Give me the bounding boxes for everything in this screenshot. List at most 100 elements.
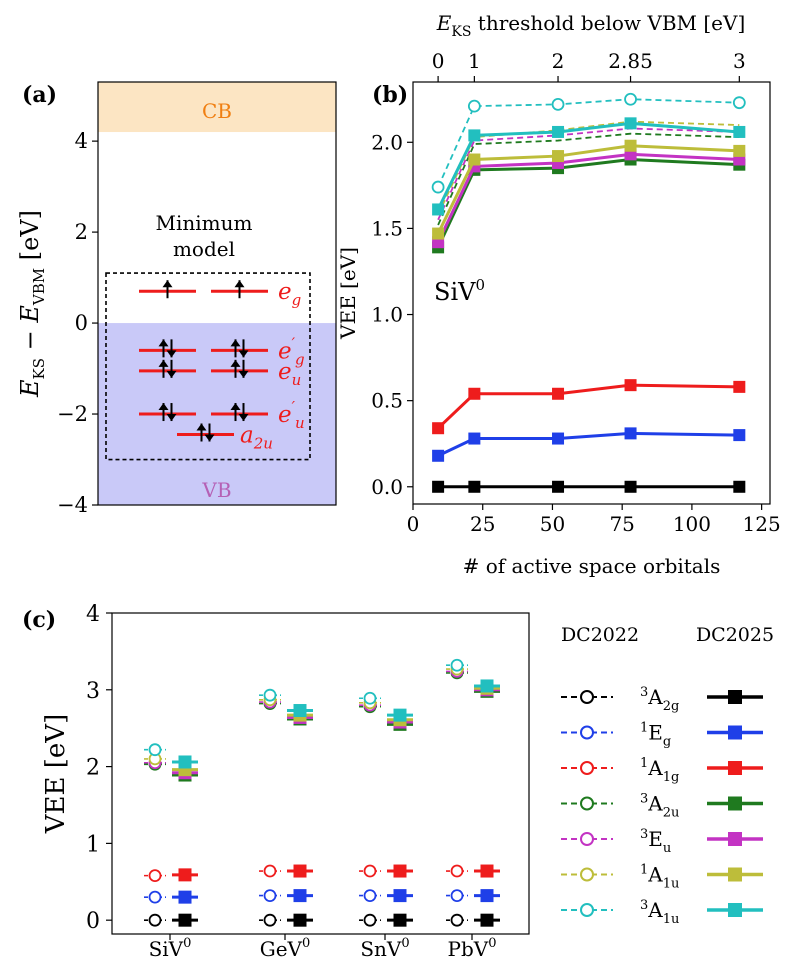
legend-state-label: 3A1u bbox=[640, 898, 679, 927]
dc2022-point-1Eg bbox=[450, 889, 464, 903]
series-line-1A1g bbox=[437, 383, 740, 430]
minimum-model-box bbox=[105, 272, 311, 461]
dc2025-point-3A2g bbox=[293, 913, 307, 927]
y-tick-label: 2.0 bbox=[371, 130, 403, 154]
point-1Eg bbox=[432, 449, 445, 462]
series-line-3A1u-dash bbox=[437, 98, 740, 188]
plot-frame bbox=[97, 81, 337, 506]
legend-filled-square bbox=[728, 761, 742, 775]
dc2022-point-1Eg bbox=[263, 889, 277, 903]
category-label: SiV0 bbox=[149, 936, 192, 957]
dc2025-point-1Eg bbox=[480, 889, 494, 903]
dc2025-point-1Eg bbox=[178, 890, 192, 904]
top-tick-label: 2 bbox=[552, 49, 565, 73]
legend-open-circle bbox=[580, 725, 594, 740]
cb-label: CB bbox=[202, 99, 232, 123]
point-1A1u bbox=[624, 139, 637, 152]
dc2025-point-3A2g bbox=[178, 913, 192, 927]
point-1A1g bbox=[624, 379, 637, 392]
spin-up-head bbox=[162, 280, 173, 288]
dc2022-point-1A1g bbox=[363, 864, 377, 878]
x-tick-label: 75 bbox=[609, 512, 634, 536]
dc2022-point-1A1g bbox=[263, 864, 277, 878]
legend-open-circle bbox=[580, 761, 594, 775]
point-1A1u bbox=[733, 144, 746, 157]
spin-down-head bbox=[204, 434, 215, 442]
dc2022-point-1Eg bbox=[148, 890, 162, 904]
level-label: e′u bbox=[278, 398, 305, 432]
y-tick-label: 2 bbox=[75, 220, 88, 244]
dc2025-point-3A1u bbox=[293, 704, 307, 718]
series-line-1Eg bbox=[437, 431, 740, 458]
point-1A1g bbox=[733, 380, 746, 393]
dc2022-point-3A1u bbox=[263, 688, 277, 702]
y-tick-label: 3 bbox=[86, 679, 100, 704]
dc2025-point-3A2g bbox=[480, 913, 494, 927]
point-3A1u bbox=[733, 125, 746, 138]
point-1A1u bbox=[432, 227, 445, 240]
point-3A2g bbox=[624, 480, 637, 493]
y-tick-label: 1.0 bbox=[371, 303, 403, 327]
point-3A1u bbox=[624, 117, 637, 130]
dc2025-point-3A1u bbox=[178, 755, 192, 769]
legend-state-label: 1A1u bbox=[640, 863, 679, 892]
panel-label-c: (c) bbox=[22, 607, 56, 633]
legend-filled-square bbox=[728, 903, 742, 917]
point-3A1u bbox=[468, 129, 481, 142]
point-1Eg bbox=[468, 432, 481, 445]
dc2025-point-1A1g bbox=[178, 868, 192, 882]
point-1A1g bbox=[468, 387, 481, 400]
y-tick-label: 0 bbox=[75, 311, 88, 335]
legend-state-label: 3Eu bbox=[640, 827, 671, 856]
series-line-3A2u-dash bbox=[437, 132, 740, 226]
cb-band bbox=[98, 82, 336, 133]
level-label: eu bbox=[278, 359, 301, 389]
panel-label-a: (a) bbox=[22, 82, 57, 108]
legend-state-label: 1A1g bbox=[640, 756, 679, 785]
dc2025-point-1A1g bbox=[293, 864, 307, 878]
x-tick-label: 0 bbox=[407, 512, 420, 536]
legend-title-dc2022: DC2022 bbox=[561, 624, 639, 646]
x-tick-label: 50 bbox=[540, 512, 565, 536]
dc2025-point-1A1g bbox=[480, 864, 494, 878]
y-axis-label: EKS − EVBM [eV] bbox=[16, 210, 48, 398]
level-label: eg bbox=[278, 279, 301, 309]
dc2025-point-1Eg bbox=[393, 889, 407, 903]
dc2025-point-3A2g bbox=[393, 913, 407, 927]
point-1A1g bbox=[552, 387, 565, 400]
x-tick-label: 125 bbox=[743, 512, 781, 536]
legend-filled-square bbox=[728, 690, 742, 704]
point-3A1u-dash bbox=[431, 180, 445, 194]
level-label: e′g bbox=[278, 334, 305, 368]
point-1A1g bbox=[432, 422, 445, 435]
y-axis-label: VEE [eV] bbox=[41, 714, 71, 834]
series-line-3A2u bbox=[436, 158, 740, 248]
series-line-3Eu bbox=[436, 152, 740, 243]
top-tick-label: 0 bbox=[432, 49, 445, 73]
y-tick-label: 4 bbox=[75, 129, 88, 153]
panel-label-b: (b) bbox=[372, 82, 408, 108]
y-tick-label: 0.5 bbox=[371, 389, 403, 413]
dc2022-point-3A2g bbox=[363, 913, 377, 927]
y-tick-label: 0 bbox=[86, 909, 100, 934]
dc2022-point-3A2g bbox=[450, 913, 464, 927]
legend-open-circle bbox=[580, 832, 594, 846]
series-line-3Eu-dash bbox=[437, 127, 740, 221]
point-3A2g bbox=[733, 480, 746, 493]
level-label: a2u bbox=[240, 423, 273, 453]
point-3A1u-dash bbox=[624, 92, 637, 106]
dc2025-point-3A1u bbox=[393, 708, 407, 722]
legend-state-label: 3A2g bbox=[640, 685, 679, 714]
x-tick-label: 100 bbox=[673, 512, 711, 536]
spin-up-head bbox=[234, 280, 245, 288]
spin-down-head bbox=[166, 370, 177, 378]
dc2022-point-1A1g bbox=[450, 864, 464, 878]
spin-up-head bbox=[230, 339, 241, 347]
dc2025-point-3A1u bbox=[480, 679, 494, 693]
dc2025-point-1A1g bbox=[393, 864, 407, 878]
y-tick-label: 4 bbox=[86, 602, 100, 627]
spin-down-head bbox=[238, 350, 249, 358]
dc2022-point-1Eg bbox=[363, 889, 377, 903]
legend-title-dc2025: DC2025 bbox=[696, 624, 774, 646]
point-1A1u bbox=[468, 153, 481, 166]
